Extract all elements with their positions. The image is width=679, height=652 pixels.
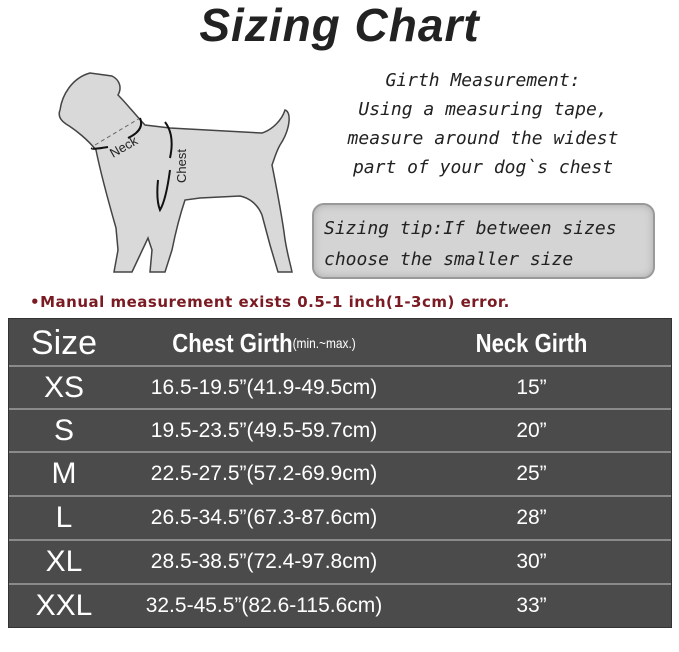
dog-measurement-diagram: Neck Chest (58, 72, 293, 273)
chest-arrow-icon (156, 121, 173, 213)
chest-cell: 16.5-19.5”(41.9-49.5cm) (150, 376, 378, 399)
table-row: L 26.5-34.5”(67.3-87.6cm) 28” (9, 495, 671, 539)
size-cell: L (55, 501, 73, 534)
chest-cell: 26.5-34.5”(67.3-87.6cm) (150, 506, 378, 529)
table-header-row: Size Chest Girth (min.~max.) Neck Girth (9, 319, 671, 367)
neck-cell: 30” (516, 550, 547, 573)
sizing-tip-line: Sizing tip:If between sizes (324, 218, 617, 239)
girth-line: Using a measuring tape, (358, 99, 608, 120)
size-cell: M (51, 457, 77, 490)
size-cell: XXL (35, 589, 93, 622)
chest-label: Chest (174, 149, 189, 183)
table-row: M 22.5-27.5”(57.2-69.9cm) 25” (9, 451, 671, 495)
size-table: Size Chest Girth (min.~max.) Neck Girth X… (8, 318, 672, 628)
table-row: XS 16.5-19.5”(41.9-49.5cm) 15” (9, 365, 671, 409)
sizing-tip-line: choose the smaller size (324, 249, 574, 270)
header-neck-girth: Neck Girth (475, 327, 588, 358)
girth-measurement-instructions: Girth Measurement: Using a measuring tap… (318, 66, 648, 182)
neck-cell: 25” (516, 462, 547, 485)
header-chest-label: Chest Girth (172, 327, 293, 358)
table-row: XL 28.5-38.5”(72.4-97.8cm) 30” (9, 539, 671, 583)
size-cell: S (53, 414, 74, 447)
chest-cell: 22.5-27.5”(57.2-69.9cm) (150, 462, 378, 485)
neck-cell: 20” (516, 419, 547, 442)
dog-silhouette (58, 72, 293, 273)
girth-line: measure around the widest (347, 128, 619, 149)
girth-heading: Girth Measurement: (385, 70, 581, 91)
size-cell: XL (45, 545, 83, 578)
table-row: XXL 32.5-45.5”(82.6-115.6cm) 33” (9, 583, 671, 627)
header-size: Size (30, 323, 98, 362)
header-chest-note: (min.~max.) (292, 335, 356, 351)
measurement-error-warning: •Manual measurement exists 0.5-1 inch(1-… (30, 293, 510, 311)
chest-cell: 28.5-38.5”(72.4-97.8cm) (150, 550, 378, 573)
table-row: S 19.5-23.5”(49.5-59.7cm) 20” (9, 408, 671, 452)
neck-cell: 28” (516, 506, 547, 529)
neck-cell: 33” (516, 594, 547, 617)
neck-cell: 15” (516, 376, 547, 399)
girth-line: part of your dog`s chest (352, 157, 614, 178)
chest-cell: 19.5-23.5”(49.5-59.7cm) (150, 419, 378, 442)
sizing-tip-box: Sizing tip:If between sizes choose the s… (312, 203, 655, 279)
neck-arrow-icon (90, 117, 143, 150)
size-cell: XS (43, 371, 85, 404)
page-title: Sizing Chart (199, 0, 480, 51)
chest-cell: 32.5-45.5”(82.6-115.6cm) (145, 594, 383, 617)
header-chest-girth: Chest Girth (min.~max.) (141, 319, 388, 367)
